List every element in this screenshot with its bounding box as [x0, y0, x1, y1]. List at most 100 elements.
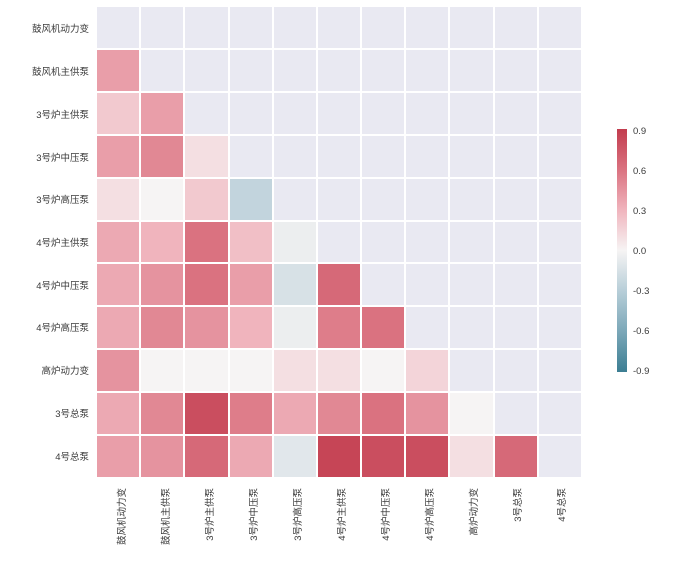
heatmap-cell	[229, 307, 272, 349]
heatmap-cell-masked	[362, 221, 405, 263]
heatmap-cell-masked	[273, 178, 316, 220]
heatmap-cell	[406, 436, 449, 477]
heatmap-cell-masked	[317, 178, 361, 220]
heatmap-cell	[141, 221, 184, 263]
x-tick-label-text: 鼓风机动力变	[117, 488, 128, 546]
x-tick-label: 4号炉高压泵	[405, 484, 449, 574]
colorbar-tick-label: 0.9	[633, 125, 647, 137]
heatmap-cell-masked	[362, 178, 405, 220]
y-tick-label: 高炉动力变	[41, 366, 89, 378]
heatmap-cell	[317, 264, 361, 306]
heatmap-cell	[97, 221, 140, 263]
heatmap-cell-masked	[273, 49, 316, 91]
y-tick-label: 4号炉主供泵	[36, 237, 89, 249]
heatmap-cell-masked	[229, 92, 272, 134]
heatmap-cell-masked	[538, 221, 581, 263]
heatmap-cell	[362, 350, 405, 392]
heatmap-cell	[97, 436, 140, 477]
colorbar-tick-label: -0.9	[633, 365, 650, 377]
x-tick-label-text: 3号总泵	[513, 488, 524, 522]
heatmap-cell-masked	[538, 49, 581, 91]
x-tick-label: 4号总泵	[537, 484, 581, 574]
y-tick-label: 鼓风机主供泵	[31, 67, 89, 79]
y-tick-label: 4号炉高压泵	[36, 323, 89, 335]
heatmap-cell-masked	[450, 49, 493, 91]
heatmap-cell-masked	[406, 49, 449, 91]
heatmap-cell	[97, 393, 140, 435]
heatmap-cell-masked	[273, 92, 316, 134]
x-tick-label: 3号总泵	[493, 484, 537, 574]
heatmap-cell	[185, 178, 228, 220]
x-tick-label: 3号炉主供泵	[185, 484, 229, 574]
heatmap-cell-masked	[317, 92, 361, 134]
heatmap-cell	[229, 436, 272, 477]
heatmap-cell-masked	[229, 135, 272, 177]
heatmap-cell-masked	[494, 7, 537, 48]
heatmap-cell-masked	[406, 7, 449, 48]
heatmap-cell-masked	[494, 393, 537, 435]
heatmap-cell	[141, 307, 184, 349]
y-tick-label: 3号总泵	[55, 408, 89, 420]
heatmap-cell	[97, 178, 140, 220]
heatmap-grid	[97, 7, 581, 477]
heatmap-cell-masked	[406, 307, 449, 349]
heatmap-cell-masked	[141, 7, 184, 48]
heatmap-cell-masked	[450, 135, 493, 177]
heatmap-cell	[185, 350, 228, 392]
heatmap-cell	[406, 393, 449, 435]
heatmap-cell	[273, 436, 316, 477]
heatmap-cell-masked	[229, 7, 272, 48]
heatmap-cell	[229, 393, 272, 435]
x-tick-label-text: 4号炉高压泵	[425, 488, 436, 541]
heatmap-cell-masked	[317, 7, 361, 48]
heatmap-cell-masked	[450, 221, 493, 263]
heatmap-cell	[97, 307, 140, 349]
y-tick-label: 4号总泵	[55, 451, 89, 463]
heatmap-cell-masked	[538, 350, 581, 392]
heatmap-cell	[273, 393, 316, 435]
heatmap-cell-masked	[406, 178, 449, 220]
heatmap-cell-masked	[450, 92, 493, 134]
heatmap-cell-masked	[450, 350, 493, 392]
x-tick-label: 4号炉主供泵	[317, 484, 361, 574]
x-tick-label: 鼓风机主供泵	[141, 484, 185, 574]
heatmap-cell-masked	[362, 7, 405, 48]
x-tick-label: 3号炉中压泵	[229, 484, 273, 574]
heatmap-cell	[362, 436, 405, 477]
y-tick-label: 3号炉主供泵	[36, 109, 89, 121]
x-tick-label: 鼓风机动力变	[97, 484, 141, 574]
heatmap-cell	[273, 264, 316, 306]
heatmap-cell-masked	[185, 92, 228, 134]
heatmap-cell-masked	[406, 264, 449, 306]
heatmap-cell-masked	[538, 135, 581, 177]
heatmap-cell-masked	[538, 307, 581, 349]
heatmap-cell	[185, 307, 228, 349]
heatmap-cell	[185, 221, 228, 263]
x-tick-label: 4号炉中压泵	[361, 484, 405, 574]
heatmap-cell	[97, 350, 140, 392]
heatmap-cell-masked	[538, 264, 581, 306]
heatmap-cell	[450, 436, 493, 477]
x-tick-label-text: 3号炉中压泵	[249, 488, 260, 541]
heatmap-cell-masked	[494, 264, 537, 306]
colorbar-tick-label: 0.3	[633, 205, 647, 217]
heatmap-cell	[273, 221, 316, 263]
heatmap-cell-masked	[185, 49, 228, 91]
heatmap-cell	[494, 436, 537, 477]
x-tick-label-text: 3号炉高压泵	[293, 488, 304, 541]
heatmap-cell	[141, 350, 184, 392]
y-tick-label: 4号炉中压泵	[36, 280, 89, 292]
x-tick-label-text: 4号炉主供泵	[337, 488, 348, 541]
heatmap-cell	[141, 436, 184, 477]
heatmap-cell	[185, 264, 228, 306]
colorbar-tick-label: -0.3	[633, 285, 650, 297]
heatmap-cell-masked	[494, 178, 537, 220]
heatmap-cell-masked	[494, 307, 537, 349]
heatmap-cell-masked	[229, 49, 272, 91]
x-tick-label-text: 鼓风机主供泵	[161, 488, 172, 546]
x-tick-label: 高炉动力变	[449, 484, 493, 574]
heatmap-cell-masked	[406, 92, 449, 134]
heatmap-cell-masked	[538, 436, 581, 477]
heatmap-cell	[97, 135, 140, 177]
colorbar-tick-label: 0.0	[633, 245, 647, 257]
